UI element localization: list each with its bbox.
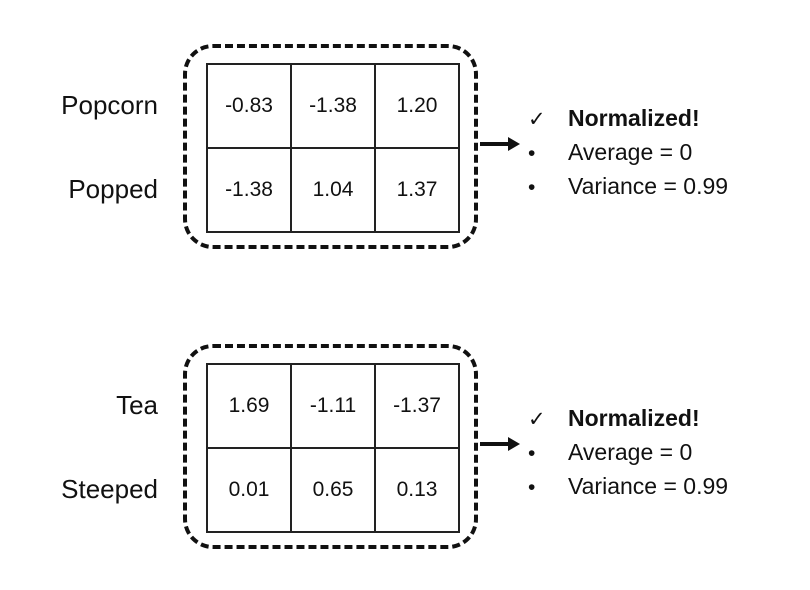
note-item: ✓ Normalized! xyxy=(528,402,728,436)
matrix-row: 0.01 0.65 0.13 xyxy=(206,447,460,533)
notes-list: ✓ Normalized! • Average = 0 • Variance = 0.… xyxy=(528,402,728,504)
note-item: • Variance = 0.99 xyxy=(528,170,728,204)
note-text: Normalized! xyxy=(568,105,700,131)
bullet-icon: • xyxy=(528,142,536,165)
note-item: • Average = 0 xyxy=(528,136,728,170)
row-label: Popped xyxy=(68,174,158,204)
matrix-cell: 0.01 xyxy=(206,447,292,533)
matrix-cell: 0.13 xyxy=(374,447,460,533)
matrix-cell: -1.37 xyxy=(374,363,460,449)
matrix-cell: 0.65 xyxy=(290,447,376,533)
matrix-row: 1.69 -1.11 -1.37 xyxy=(206,363,460,449)
matrix-cell: -1.38 xyxy=(206,147,292,233)
row-label: Steeped xyxy=(61,474,158,504)
note-text: Variance = 0.99 xyxy=(568,473,729,499)
dashed-outline xyxy=(183,44,478,249)
matrix-cell: 1.37 xyxy=(374,147,460,233)
note-text: Average = 0 xyxy=(568,439,693,465)
matrix-cell: -1.38 xyxy=(290,63,376,149)
bullet-icon: • xyxy=(528,442,536,465)
arrow-right-icon xyxy=(480,137,520,151)
bullet-icon: • xyxy=(528,476,536,499)
matrix-cell: 1.69 xyxy=(206,363,292,449)
embedding-block-tea: Tea Steeped 1.69 -1.11 -1.37 0.01 0.65 0… xyxy=(0,330,810,590)
dashed-outline xyxy=(183,344,478,549)
arrow-right-icon xyxy=(480,437,520,451)
value-matrix: -0.83 -1.38 1.20 -1.38 1.04 1.37 xyxy=(206,63,460,233)
embedding-block-popcorn: Popcorn Popped -0.83 -1.38 1.20 -1.38 1.… xyxy=(0,30,810,290)
note-text: Normalized! xyxy=(568,405,700,431)
row-label: Tea xyxy=(116,390,158,420)
matrix-cell: -0.83 xyxy=(206,63,292,149)
matrix-row: -1.38 1.04 1.37 xyxy=(206,147,460,233)
note-text: Average = 0 xyxy=(568,139,693,165)
check-icon: ✓ xyxy=(528,408,546,431)
bullet-icon: • xyxy=(528,176,536,199)
row-label: Popcorn xyxy=(61,90,158,120)
matrix-cell: -1.11 xyxy=(290,363,376,449)
note-item: ✓ Normalized! xyxy=(528,102,728,136)
check-icon: ✓ xyxy=(528,108,546,131)
notes-list: ✓ Normalized! • Average = 0 • Variance = 0.… xyxy=(528,102,728,204)
matrix-row: -0.83 -1.38 1.20 xyxy=(206,63,460,149)
matrix-cell: 1.20 xyxy=(374,63,460,149)
note-text: Variance = 0.99 xyxy=(568,173,729,199)
note-item: • Average = 0 xyxy=(528,436,728,470)
matrix-cell: 1.04 xyxy=(290,147,376,233)
value-matrix: 1.69 -1.11 -1.37 0.01 0.65 0.13 xyxy=(206,363,460,533)
note-item: • Variance = 0.99 xyxy=(528,470,728,504)
